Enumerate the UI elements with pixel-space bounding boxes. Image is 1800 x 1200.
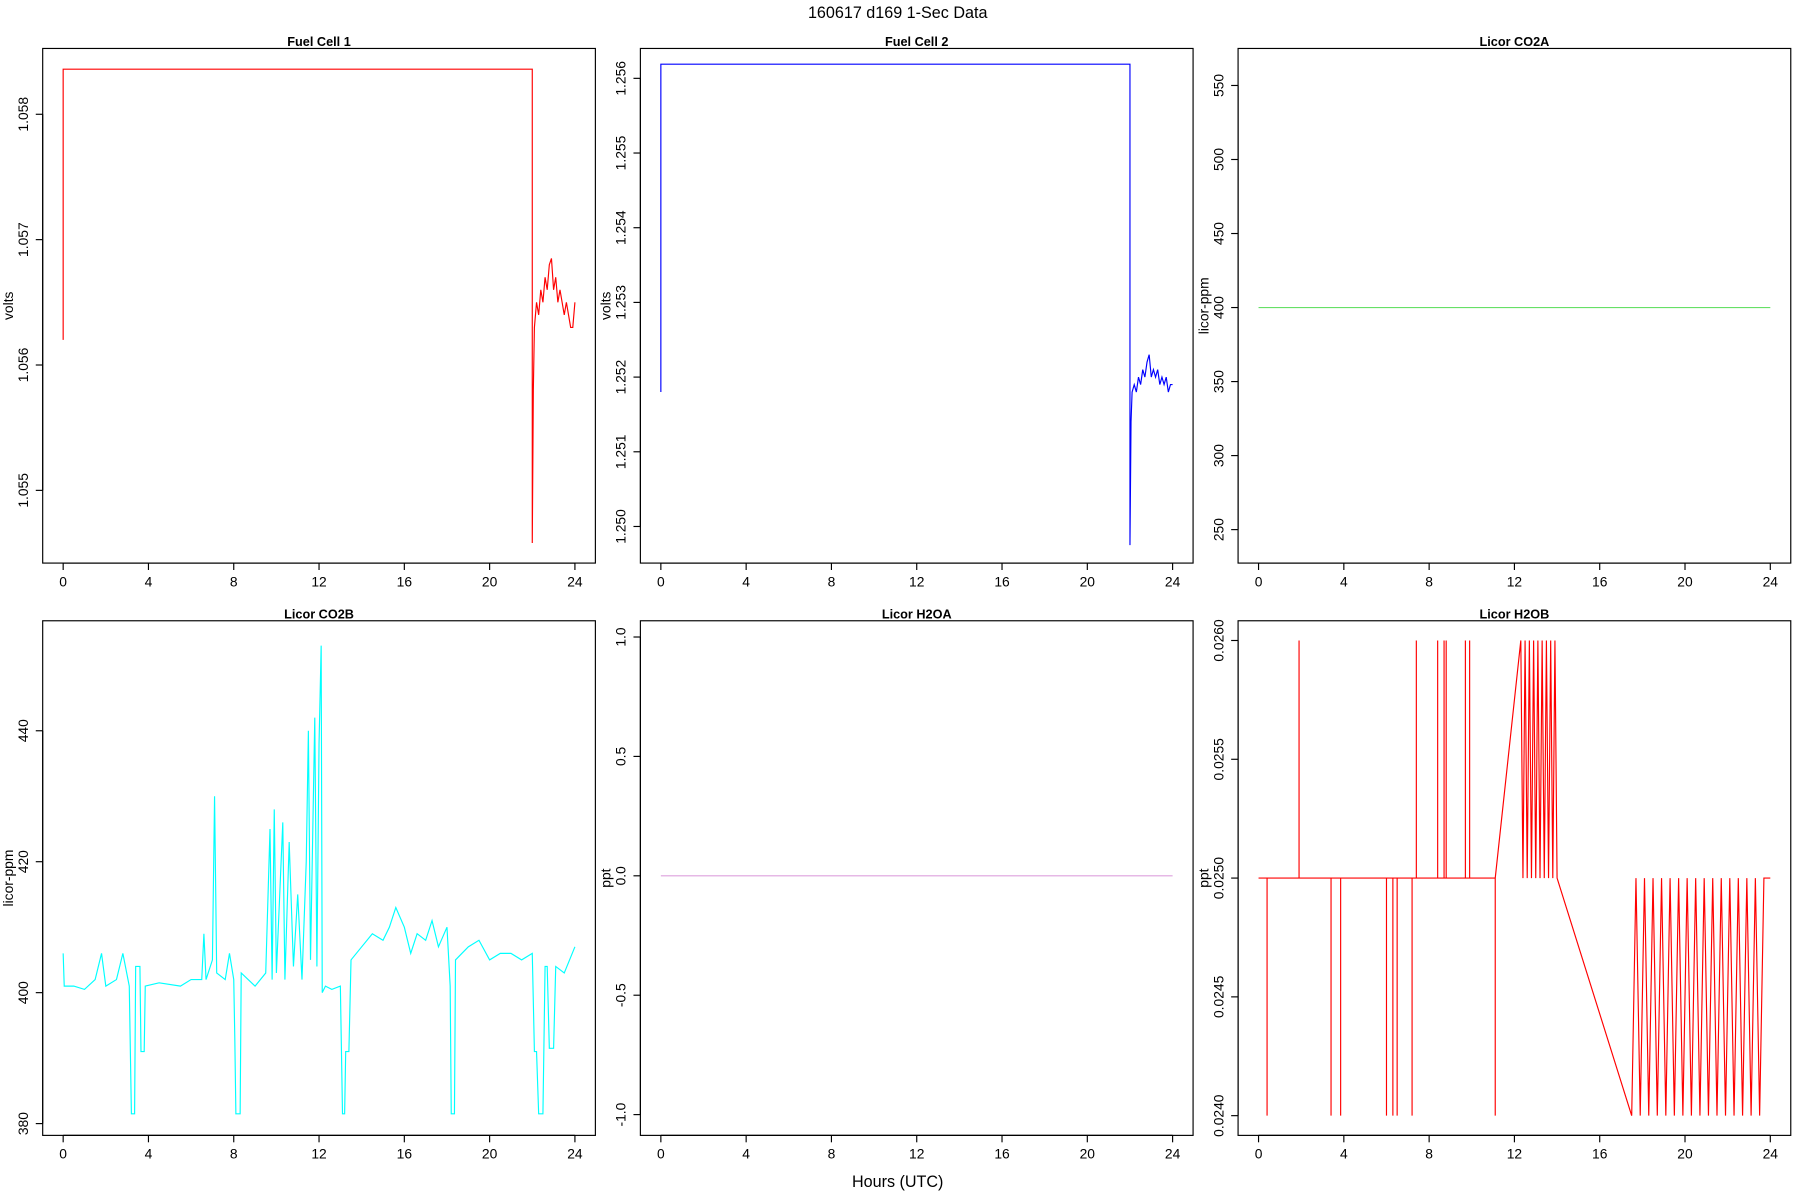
x-tick-label: 24 [567, 573, 583, 589]
x-tick-label: 8 [230, 573, 238, 589]
y-tick-label: 1.251 [613, 434, 629, 469]
x-tick-label: 20 [1677, 573, 1693, 589]
y-tick-label: 0.0250 [1210, 857, 1226, 900]
y-tick-label: 1.253 [613, 285, 629, 320]
x-tick-label: 4 [1340, 573, 1348, 589]
x-tick-label: 20 [1677, 1146, 1693, 1162]
x-tick-label: 24 [1165, 573, 1181, 589]
panel-title: Licor H2OB [1480, 607, 1550, 621]
x-tick-label: 12 [1507, 1146, 1522, 1162]
x-tick-label: 24 [1165, 1146, 1181, 1162]
y-axis-label: licor-ppm [0, 850, 16, 907]
data-line [62, 68, 576, 544]
y-axis-label: volts [598, 291, 614, 320]
x-axis-label: Hours (UTC) [852, 1173, 943, 1191]
y-tick-label: 1.252 [613, 360, 629, 395]
x-tick-label: 12 [1507, 573, 1522, 589]
y-tick-label: 250 [1210, 518, 1226, 541]
panel-title: Licor CO2A [1480, 35, 1550, 49]
panel-title: Licor CO2B [284, 607, 354, 621]
x-tick-label: 24 [1763, 573, 1779, 589]
x-tick-label: 16 [397, 1146, 413, 1162]
panel-title: Fuel Cell 2 [885, 35, 948, 49]
x-tick-label: 4 [1340, 1146, 1348, 1162]
plot-frame [1237, 47, 1792, 564]
plot-frame [639, 620, 1194, 1136]
x-tick-label: 4 [145, 573, 153, 589]
panel-title: Fuel Cell 1 [287, 35, 350, 49]
y-tick-label: 0.0240 [1210, 1094, 1226, 1137]
y-tick-label: 350 [1210, 370, 1226, 393]
x-tick-label: 16 [994, 1146, 1010, 1162]
y-axis-label: ppt [1195, 868, 1211, 887]
y-tick-label: 0.5 [613, 746, 629, 766]
x-tick-label: 16 [994, 573, 1010, 589]
x-tick-label: 8 [1425, 573, 1433, 589]
x-tick-label: 0 [657, 1146, 665, 1162]
x-tick-label: 16 [1592, 573, 1608, 589]
data-line [1258, 640, 1771, 1116]
y-tick-label: -1.0 [613, 1102, 629, 1126]
y-tick-label: -0.5 [613, 983, 629, 1007]
data-line [62, 645, 576, 1115]
y-axis-label: licor-ppm [1195, 277, 1211, 334]
y-tick-label: 380 [15, 1112, 31, 1135]
y-tick-label: 300 [1210, 444, 1226, 467]
plot-frame [42, 620, 596, 1136]
x-tick-label: 8 [828, 1146, 836, 1162]
x-tick-label: 12 [909, 573, 924, 589]
x-tick-label: 12 [311, 573, 326, 589]
y-tick-label: 1.254 [613, 210, 629, 245]
x-tick-label: 8 [828, 573, 836, 589]
y-tick-label: 1.057 [15, 222, 31, 257]
y-tick-label: 1.058 [15, 97, 31, 132]
x-tick-label: 8 [1425, 1146, 1433, 1162]
x-tick-label: 12 [909, 1146, 924, 1162]
y-tick-label: 1.250 [613, 509, 629, 544]
x-tick-label: 24 [1763, 1146, 1779, 1162]
x-tick-label: 20 [1080, 573, 1096, 589]
y-tick-label: 0.0260 [1210, 619, 1226, 662]
x-tick-label: 0 [1255, 573, 1263, 589]
x-tick-label: 24 [567, 1146, 583, 1162]
panel-title: Licor H2OA [882, 607, 952, 621]
y-tick-label: 0.0255 [1210, 738, 1226, 781]
x-tick-label: 20 [1080, 1146, 1096, 1162]
x-tick-label: 4 [742, 1146, 750, 1162]
y-axis-label: ppt [598, 868, 614, 887]
x-tick-label: 16 [1592, 1146, 1608, 1162]
y-tick-label: 550 [1210, 74, 1226, 97]
page-title: 160617 d169 1-Sec Data [808, 4, 988, 22]
y-tick-label: 420 [15, 850, 31, 873]
x-tick-label: 0 [59, 573, 67, 589]
y-tick-label: 450 [1210, 222, 1226, 245]
y-tick-label: 1.255 [613, 135, 629, 170]
y-tick-label: 1.055 [15, 473, 31, 508]
x-tick-label: 8 [230, 1146, 238, 1162]
x-tick-label: 16 [397, 573, 413, 589]
y-tick-label: 1.056 [15, 347, 31, 382]
x-tick-label: 0 [657, 573, 665, 589]
data-line [660, 63, 1173, 546]
x-tick-label: 20 [482, 573, 498, 589]
y-tick-label: 0.0245 [1210, 975, 1226, 1018]
x-tick-label: 20 [482, 1146, 498, 1162]
y-axis-label: volts [0, 291, 16, 320]
y-tick-label: 500 [1210, 148, 1226, 171]
x-tick-label: 4 [145, 1146, 153, 1162]
y-tick-label: 1.0 [613, 627, 629, 647]
y-tick-label: 400 [1210, 296, 1226, 319]
plot-frame [42, 47, 596, 564]
y-tick-label: 0.0 [613, 866, 629, 886]
y-tick-label: 440 [15, 719, 31, 742]
x-tick-label: 0 [1255, 1146, 1263, 1162]
y-tick-label: 400 [15, 981, 31, 1004]
x-tick-label: 4 [742, 573, 750, 589]
x-tick-label: 12 [311, 1146, 326, 1162]
plot-frame [639, 47, 1194, 564]
x-tick-label: 0 [59, 1146, 67, 1162]
y-tick-label: 1.256 [613, 61, 629, 96]
